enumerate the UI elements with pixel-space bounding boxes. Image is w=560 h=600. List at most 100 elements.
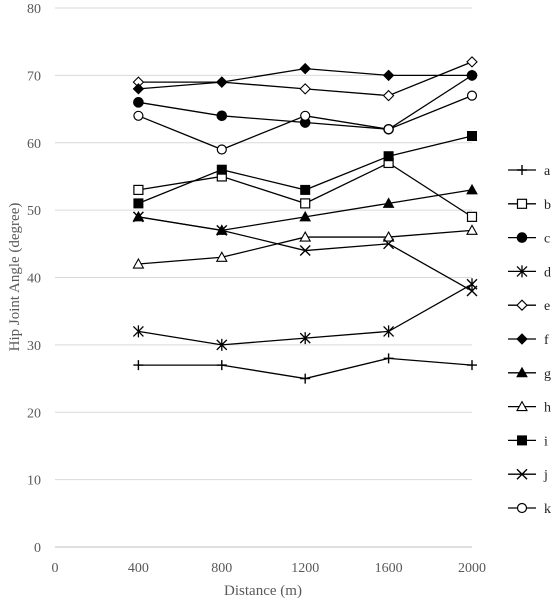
legend-item-g: g [508, 366, 551, 382]
series-j-line [138, 216, 473, 292]
series-h [132, 224, 478, 269]
legend-label: e [544, 299, 550, 314]
series-h-point [466, 224, 478, 235]
y-tick-label: 50 [27, 204, 41, 219]
legend: a b c d e f g h i j k [508, 164, 551, 517]
series-h-point [132, 257, 145, 269]
legend-label: b [544, 198, 551, 213]
series-a [133, 353, 477, 384]
series-h-point [299, 230, 312, 242]
series-j-point [299, 245, 311, 257]
series-d-point [132, 325, 144, 338]
series-k-point [133, 110, 144, 121]
legend-marker [516, 232, 528, 243]
series-k-point [216, 144, 227, 155]
legend-label: c [544, 232, 550, 247]
legend-marker [516, 198, 528, 209]
series-j-point [216, 224, 228, 236]
series-i-point [467, 131, 477, 142]
x-axis-label: Distance (m) [224, 583, 302, 599]
series-a-point [383, 353, 394, 364]
legend-label: d [544, 265, 551, 280]
legend-item-c: c [508, 232, 550, 247]
y-tick-label: 60 [27, 137, 41, 152]
legend-label: j [543, 468, 548, 483]
legend-marker [516, 400, 528, 412]
legend-label: h [544, 401, 551, 416]
legend-item-a: a [508, 164, 551, 179]
legend-item-f: f [508, 333, 549, 348]
legend-label: k [544, 502, 551, 517]
series-k-point [383, 124, 394, 135]
series-b-point [300, 198, 311, 209]
legend-item-j: j [508, 468, 548, 483]
series-i [133, 131, 477, 209]
series-i-point [383, 151, 394, 162]
series-f-point [466, 69, 478, 82]
series-d [132, 278, 478, 351]
legend-marker [516, 333, 528, 345]
series-f [132, 62, 478, 95]
x-tick-label: 800 [211, 561, 232, 576]
series-f-point [132, 83, 145, 95]
legend-item-e: e [508, 299, 550, 314]
legend-item-h: h [508, 400, 551, 416]
series-h-point [215, 251, 228, 262]
legend-marker [516, 366, 528, 378]
legend-item-b: b [508, 198, 551, 213]
x-tick-label: 0 [52, 561, 59, 576]
legend-label: i [544, 434, 548, 449]
y-tick-label: 40 [27, 272, 41, 287]
series-g-point [382, 197, 395, 208]
y-tick-label: 20 [27, 406, 41, 421]
y-tick-label: 0 [34, 541, 41, 556]
series-a-point [300, 373, 311, 384]
gridlines [55, 7, 472, 481]
series-i-point [133, 198, 144, 209]
x-tick-label: 1200 [291, 561, 319, 576]
legend-marker [517, 165, 527, 175]
series-d-point [299, 332, 311, 345]
data-series [132, 56, 478, 384]
legend-marker [516, 468, 528, 480]
series-j-point [132, 211, 144, 223]
series-d-point [383, 325, 395, 338]
legend-label: f [544, 333, 549, 348]
series-b-point [133, 184, 144, 196]
series-a-point [467, 360, 477, 371]
series-g-point [466, 183, 478, 195]
series-e-point [382, 89, 395, 102]
series-i-point [300, 184, 311, 195]
series-c-point [216, 110, 228, 122]
x-tick-label: 400 [128, 561, 149, 576]
y-tick-label: 80 [27, 2, 41, 17]
series-k-point [466, 90, 478, 101]
series-j [132, 211, 478, 297]
y-tick-label: 70 [27, 69, 41, 84]
y-tick-label: 10 [27, 474, 41, 489]
series-k [133, 90, 478, 155]
legend-label: g [544, 367, 551, 382]
y-axis-label: Hip Joint Angle (degree) [7, 203, 23, 352]
series-f-point [382, 69, 395, 82]
legend-marker [516, 299, 528, 311]
series-k-point [300, 110, 311, 121]
series-a-point [216, 360, 227, 371]
y-tick-label: 30 [27, 339, 41, 354]
series-c-point [133, 97, 144, 108]
series-j-point [383, 238, 395, 250]
series-e-point [299, 83, 311, 95]
series-j-point [466, 285, 478, 297]
series-b-point [466, 211, 478, 222]
series-d-point [216, 338, 228, 351]
series-i-point [216, 164, 227, 175]
legend-item-d: d [508, 265, 551, 280]
series-f-point [299, 62, 311, 75]
series-f-point [216, 76, 228, 88]
series-g-point [299, 210, 312, 222]
x-tick-label: 2000 [458, 561, 486, 576]
legend-item-k: k [508, 502, 551, 517]
legend-item-i: i [508, 434, 548, 449]
